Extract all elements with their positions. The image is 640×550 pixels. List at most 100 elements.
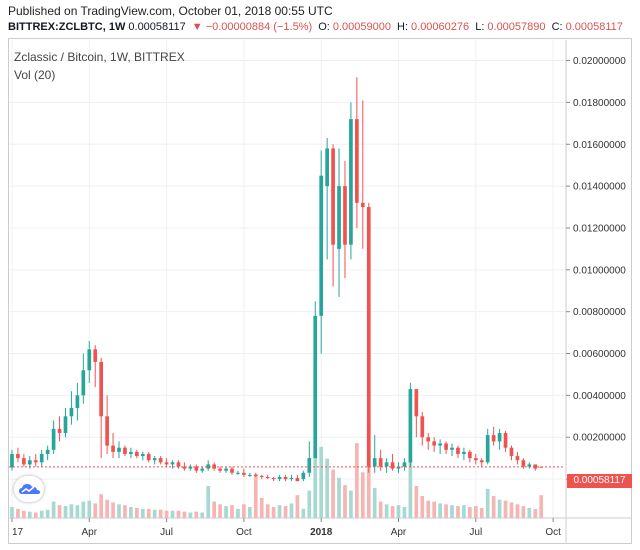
- volume-bar: [456, 506, 460, 518]
- volume-bar: [69, 504, 74, 518]
- price-tick-label: 0.01000000: [573, 265, 626, 276]
- volume-bar: [164, 510, 169, 518]
- volume-bar: [355, 443, 359, 518]
- candle-body: [81, 370, 86, 396]
- volume-bars: [10, 423, 544, 518]
- volume-bar: [414, 486, 419, 518]
- candle-body: [164, 462, 169, 465]
- candle-body: [444, 443, 448, 450]
- candle-body: [408, 389, 413, 463]
- volume-bar: [182, 511, 187, 518]
- volume-bar: [111, 502, 115, 518]
- candle-body: [485, 435, 490, 463]
- cloud-icon-svg: [19, 484, 40, 494]
- price-tick-label: 0.01800000: [573, 98, 626, 109]
- volume-bar: [45, 509, 50, 518]
- last-price: 0.00058117: [128, 21, 186, 33]
- volume-bar: [81, 501, 86, 518]
- volume-bar: [325, 458, 329, 518]
- candle-body: [27, 460, 32, 465]
- candle-body: [259, 475, 264, 477]
- volume-bar: [218, 504, 222, 518]
- volume-bar: [468, 507, 472, 518]
- volume-bar: [87, 500, 92, 518]
- volume-bar: [408, 460, 413, 518]
- candle-body: [140, 453, 145, 457]
- volume-bar: [10, 507, 14, 518]
- candle-body: [295, 478, 300, 482]
- candle-body: [117, 447, 121, 452]
- volume-bar: [93, 503, 98, 518]
- volume-bar: [236, 508, 240, 518]
- price-tick-label: 0.00400000: [573, 391, 626, 402]
- candle-body: [343, 186, 347, 245]
- volume-bar: [253, 474, 258, 518]
- price-tick-label: 0.00800000: [573, 307, 626, 318]
- volume-bar: [135, 507, 139, 518]
- volume-bar: [39, 510, 44, 518]
- time-axis: 17 Apr Jul Oct 2018 Apr Jul Oct: [11, 518, 561, 538]
- candle-body: [99, 361, 104, 417]
- volume-bar: [75, 505, 80, 518]
- low-label: L:: [475, 21, 485, 33]
- time-tick-label: Jul: [160, 527, 173, 538]
- chart-panel[interactable]: [8, 38, 632, 544]
- tradingview-cloud-icon[interactable]: [14, 476, 44, 502]
- time-tick-label: 2018: [310, 527, 333, 538]
- candle-body: [319, 175, 324, 316]
- time-tick-label: Apr: [81, 527, 97, 538]
- time-tick-label: Oct: [545, 527, 561, 538]
- candle-body: [39, 453, 44, 463]
- volume-bar: [319, 446, 324, 518]
- volume-bar: [390, 506, 395, 518]
- candle-body: [325, 148, 329, 187]
- candle-body: [253, 474, 258, 476]
- candle-body: [135, 451, 139, 457]
- volume-bar: [146, 508, 151, 518]
- candle-body: [515, 456, 520, 461]
- volume-bar: [473, 506, 478, 518]
- volume-bar: [444, 504, 448, 518]
- volume-bar: [242, 504, 246, 518]
- volume-bar: [402, 507, 407, 518]
- volume-bar: [224, 506, 228, 518]
- price-axis: 0.02000000 0.01800000 0.01600000 0.01400000…: [566, 56, 626, 486]
- candle-body: [22, 458, 26, 465]
- volume-bar: [539, 495, 544, 518]
- candle-body: [420, 416, 425, 438]
- candle-body: [509, 447, 514, 457]
- volume-bar: [194, 511, 199, 518]
- candle-body: [402, 462, 407, 467]
- time-tick-label: 17: [12, 527, 24, 538]
- candle-body: [283, 476, 288, 480]
- candle-body: [176, 462, 181, 467]
- volume-bar: [420, 496, 425, 518]
- candle-body: [51, 428, 56, 450]
- volume-bar: [462, 505, 466, 518]
- volume-bar: [497, 499, 502, 518]
- candle-body: [236, 472, 240, 474]
- time-tick-label: Apr: [391, 527, 407, 538]
- volume-bar: [438, 503, 442, 518]
- candle-body: [87, 349, 92, 371]
- volume-bar: [426, 500, 431, 518]
- published-caption: Published on TradingView.com, October 01…: [8, 4, 333, 18]
- grid-lines: [9, 40, 632, 543]
- volume-bar: [170, 510, 175, 518]
- candle-body: [10, 453, 14, 468]
- candle-body: [473, 458, 478, 461]
- volume-bar: [533, 508, 538, 518]
- volume-bar: [331, 469, 335, 518]
- candle-body: [289, 478, 294, 480]
- low-value: 0.00057890: [487, 21, 546, 33]
- candle-body: [497, 433, 502, 442]
- candle-body: [307, 458, 312, 473]
- candle-body: [456, 447, 460, 454]
- candle-body: [200, 468, 205, 471]
- volume-bar: [343, 485, 347, 518]
- candle-body: [414, 389, 419, 417]
- volume-bar: [259, 497, 264, 518]
- candle-body: [527, 464, 532, 467]
